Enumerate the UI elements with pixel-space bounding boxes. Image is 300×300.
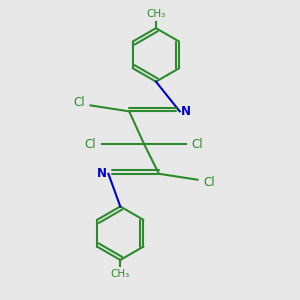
Text: N: N: [97, 167, 107, 180]
Text: Cl: Cl: [203, 176, 215, 189]
Text: N: N: [181, 105, 191, 118]
Text: CH₃: CH₃: [146, 9, 166, 19]
Text: Cl: Cl: [73, 96, 85, 109]
Text: Cl: Cl: [192, 138, 203, 151]
Text: CH₃: CH₃: [111, 269, 130, 279]
Text: Cl: Cl: [85, 138, 97, 151]
